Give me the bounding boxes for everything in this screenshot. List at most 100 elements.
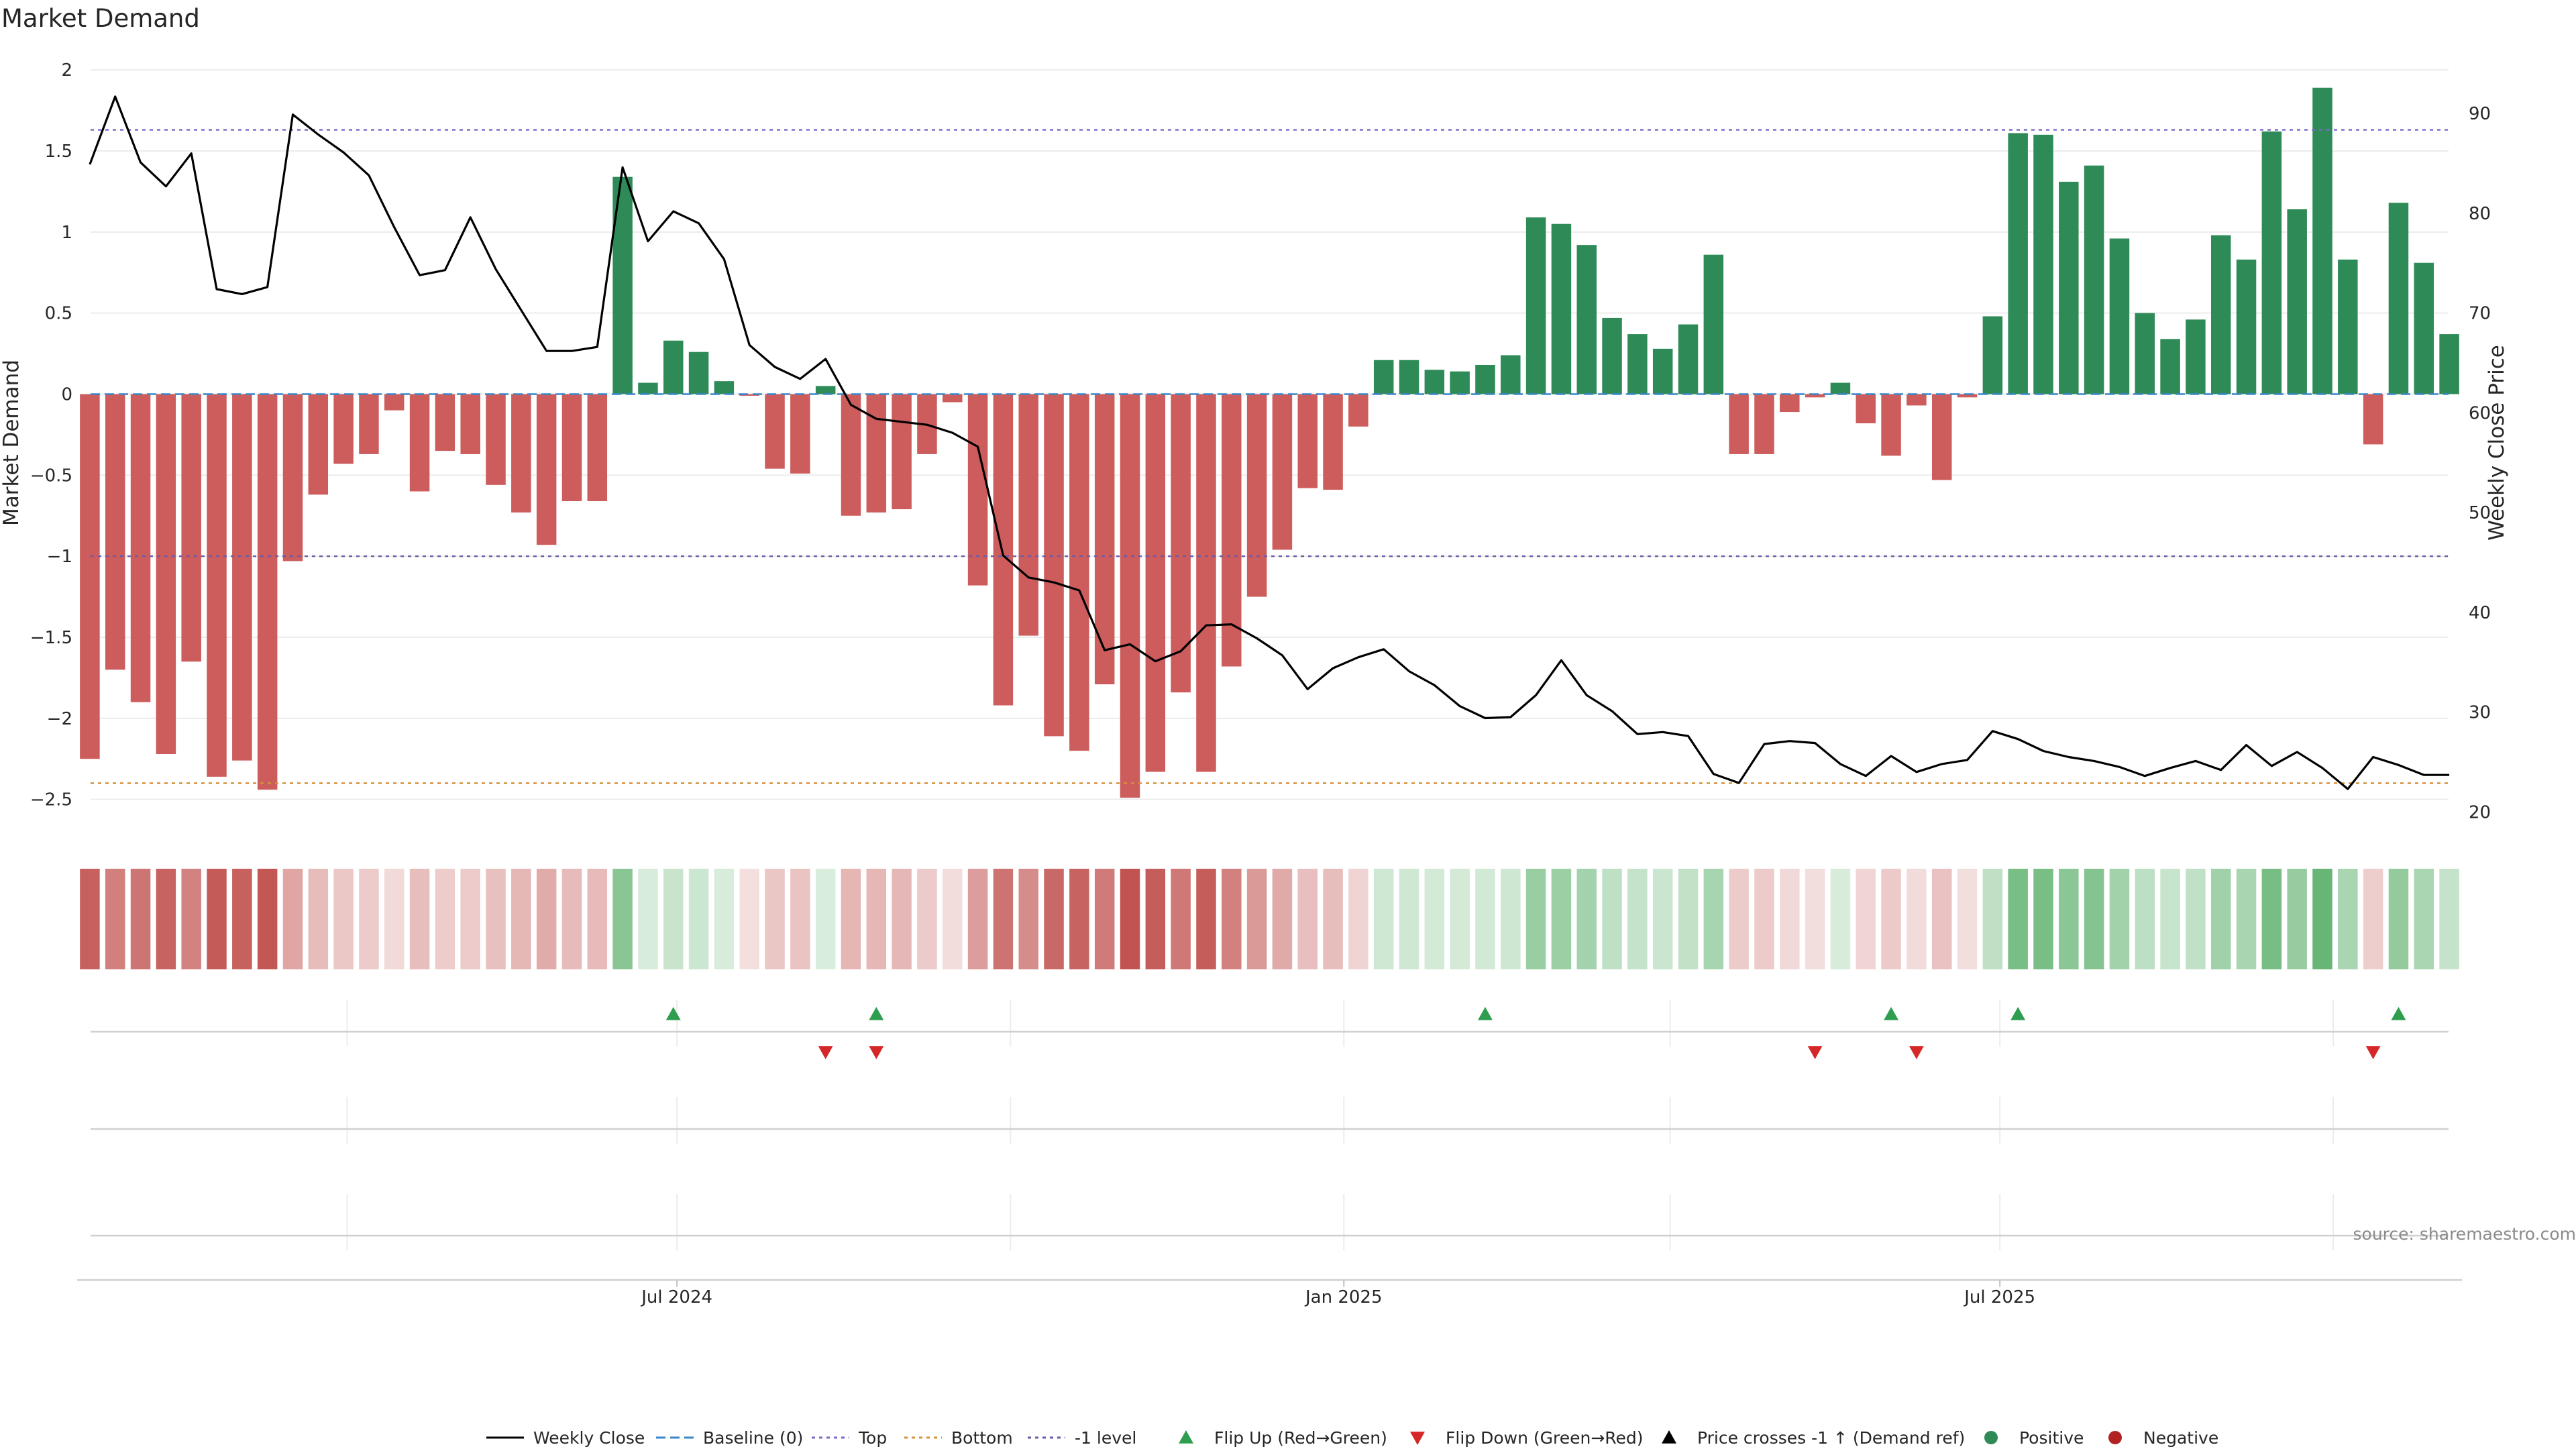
intensity-cell: [1145, 869, 1166, 969]
intensity-cell: [663, 869, 684, 969]
intensity-cell: [892, 869, 912, 969]
demand-bar-positive: [1501, 355, 1521, 394]
intensity-cell: [2287, 869, 2307, 969]
demand-bar-positive: [1652, 348, 1673, 394]
intensity-cell: [1957, 869, 1978, 969]
demand-bar-negative: [1069, 394, 1089, 751]
intensity-cell: [841, 869, 861, 969]
demand-bar-positive: [1602, 317, 1622, 394]
demand-bar-positive: [2033, 134, 2053, 394]
demand-bar-negative: [282, 394, 303, 561]
intensity-cell: [1602, 869, 1622, 969]
y-left-tick-label: −2: [47, 709, 72, 729]
intensity-cell: [1754, 869, 1774, 969]
demand-bar-negative: [790, 394, 810, 474]
intensity-cell: [1678, 869, 1699, 969]
demand-bar-negative: [2363, 394, 2383, 445]
demand-bar-negative: [1246, 394, 1267, 597]
intensity-cell: [2363, 869, 2383, 969]
demand-bar-negative: [536, 394, 557, 545]
flip-up-marker: [665, 1007, 681, 1020]
demand-bar-negative: [1780, 394, 1800, 413]
legend-label: Bottom: [951, 1428, 1013, 1448]
intensity-cell: [2160, 869, 2180, 969]
demand-bar-negative: [1729, 394, 1749, 454]
intensity-cell: [156, 869, 176, 969]
demand-bar-negative: [1348, 394, 1368, 427]
demand-bar-negative: [1323, 394, 1343, 490]
intensity-cell: [1272, 869, 1293, 969]
legend-label: Flip Up (Red→Green): [1214, 1428, 1387, 1448]
intensity-cell: [1044, 869, 1064, 969]
intensity-cell: [1399, 869, 1419, 969]
demand-bar-negative: [435, 394, 455, 451]
flip-down-marker: [1909, 1046, 1924, 1059]
demand-bar-positive: [638, 382, 658, 394]
intensity-cell: [460, 869, 480, 969]
demand-bar-negative: [384, 394, 405, 411]
legend-swatch: [2108, 1431, 2122, 1444]
demand-bar-negative: [1931, 394, 1952, 480]
demand-bar-positive: [1399, 360, 1419, 394]
legend: Weekly Close Baseline (0) Top Bottom -1 leve…: [486, 1428, 2218, 1448]
intensity-cell: [359, 869, 379, 969]
intensity-cell: [232, 869, 252, 969]
y-right-tick-label: 60: [2469, 403, 2491, 423]
demand-bar-positive: [2388, 203, 2409, 394]
demand-bar-negative: [1881, 394, 1901, 456]
flip-up-marker: [2391, 1007, 2406, 1020]
source-note: source: sharemaestro.com: [2353, 1224, 2576, 1244]
intensity-cell: [612, 869, 633, 969]
intensity-cell: [1120, 869, 1140, 969]
intensity-cell: [1729, 869, 1749, 969]
reference-lines: [91, 129, 2449, 784]
intensity-cell: [282, 869, 303, 969]
intensity-cell: [308, 869, 329, 969]
intensity-cell: [1982, 869, 2003, 969]
y-left-tick-label: 2: [61, 60, 72, 80]
intensity-cell: [409, 869, 430, 969]
intensity-cell: [1907, 869, 1927, 969]
intensity-cell: [1703, 869, 1724, 969]
legend-label: Top: [858, 1428, 887, 1448]
flip-up-marker: [1477, 1007, 1493, 1020]
demand-bar-negative: [232, 394, 252, 761]
weekly-close-path: [89, 95, 2450, 790]
y-left-tick-label: −1: [47, 547, 72, 567]
intensity-cell: [739, 869, 759, 969]
demand-bar-negative: [739, 394, 759, 396]
y-right-tick-label: 90: [2469, 104, 2491, 124]
flip-up-marker: [1884, 1007, 1899, 1020]
intensity-cell: [536, 869, 557, 969]
y-right-tick-label: 80: [2469, 204, 2491, 224]
intensity-cell: [80, 869, 100, 969]
demand-bar-negative: [1957, 394, 1978, 398]
intensity-cell: [1501, 869, 1521, 969]
demand-bar-positive: [1982, 316, 2003, 394]
intensity-cell: [2236, 869, 2257, 969]
demand-bar-negative: [1856, 394, 1876, 423]
demand-bar-positive: [2210, 235, 2231, 394]
intensity-cell: [2084, 869, 2104, 969]
demand-bar-positive: [1475, 365, 1495, 394]
demand-bar-positive: [1450, 371, 1470, 394]
demand-bar-negative: [207, 394, 227, 777]
intensity-cell: [790, 869, 810, 969]
y-right-tick-label: 20: [2469, 802, 2491, 822]
demand-bar-positive: [1576, 245, 1597, 394]
demand-bar-positive: [2084, 165, 2104, 394]
demand-bar-negative: [1907, 394, 1927, 406]
intensity-cell: [1323, 869, 1343, 969]
y-left-tick-label: 0: [61, 385, 72, 405]
intensity-cell: [1652, 869, 1673, 969]
intensity-cell: [1525, 869, 1546, 969]
demand-bar-positive: [2160, 339, 2180, 394]
y-left-tick-label: 1: [61, 223, 72, 243]
intensity-cell: [181, 869, 201, 969]
weekly-close-line: [89, 95, 2450, 790]
intensity-cell: [2439, 869, 2459, 969]
intensity-cell: [2109, 869, 2130, 969]
demand-bar-negative: [587, 394, 608, 501]
intensity-cell: [384, 869, 405, 969]
intensity-cell: [2186, 869, 2206, 969]
